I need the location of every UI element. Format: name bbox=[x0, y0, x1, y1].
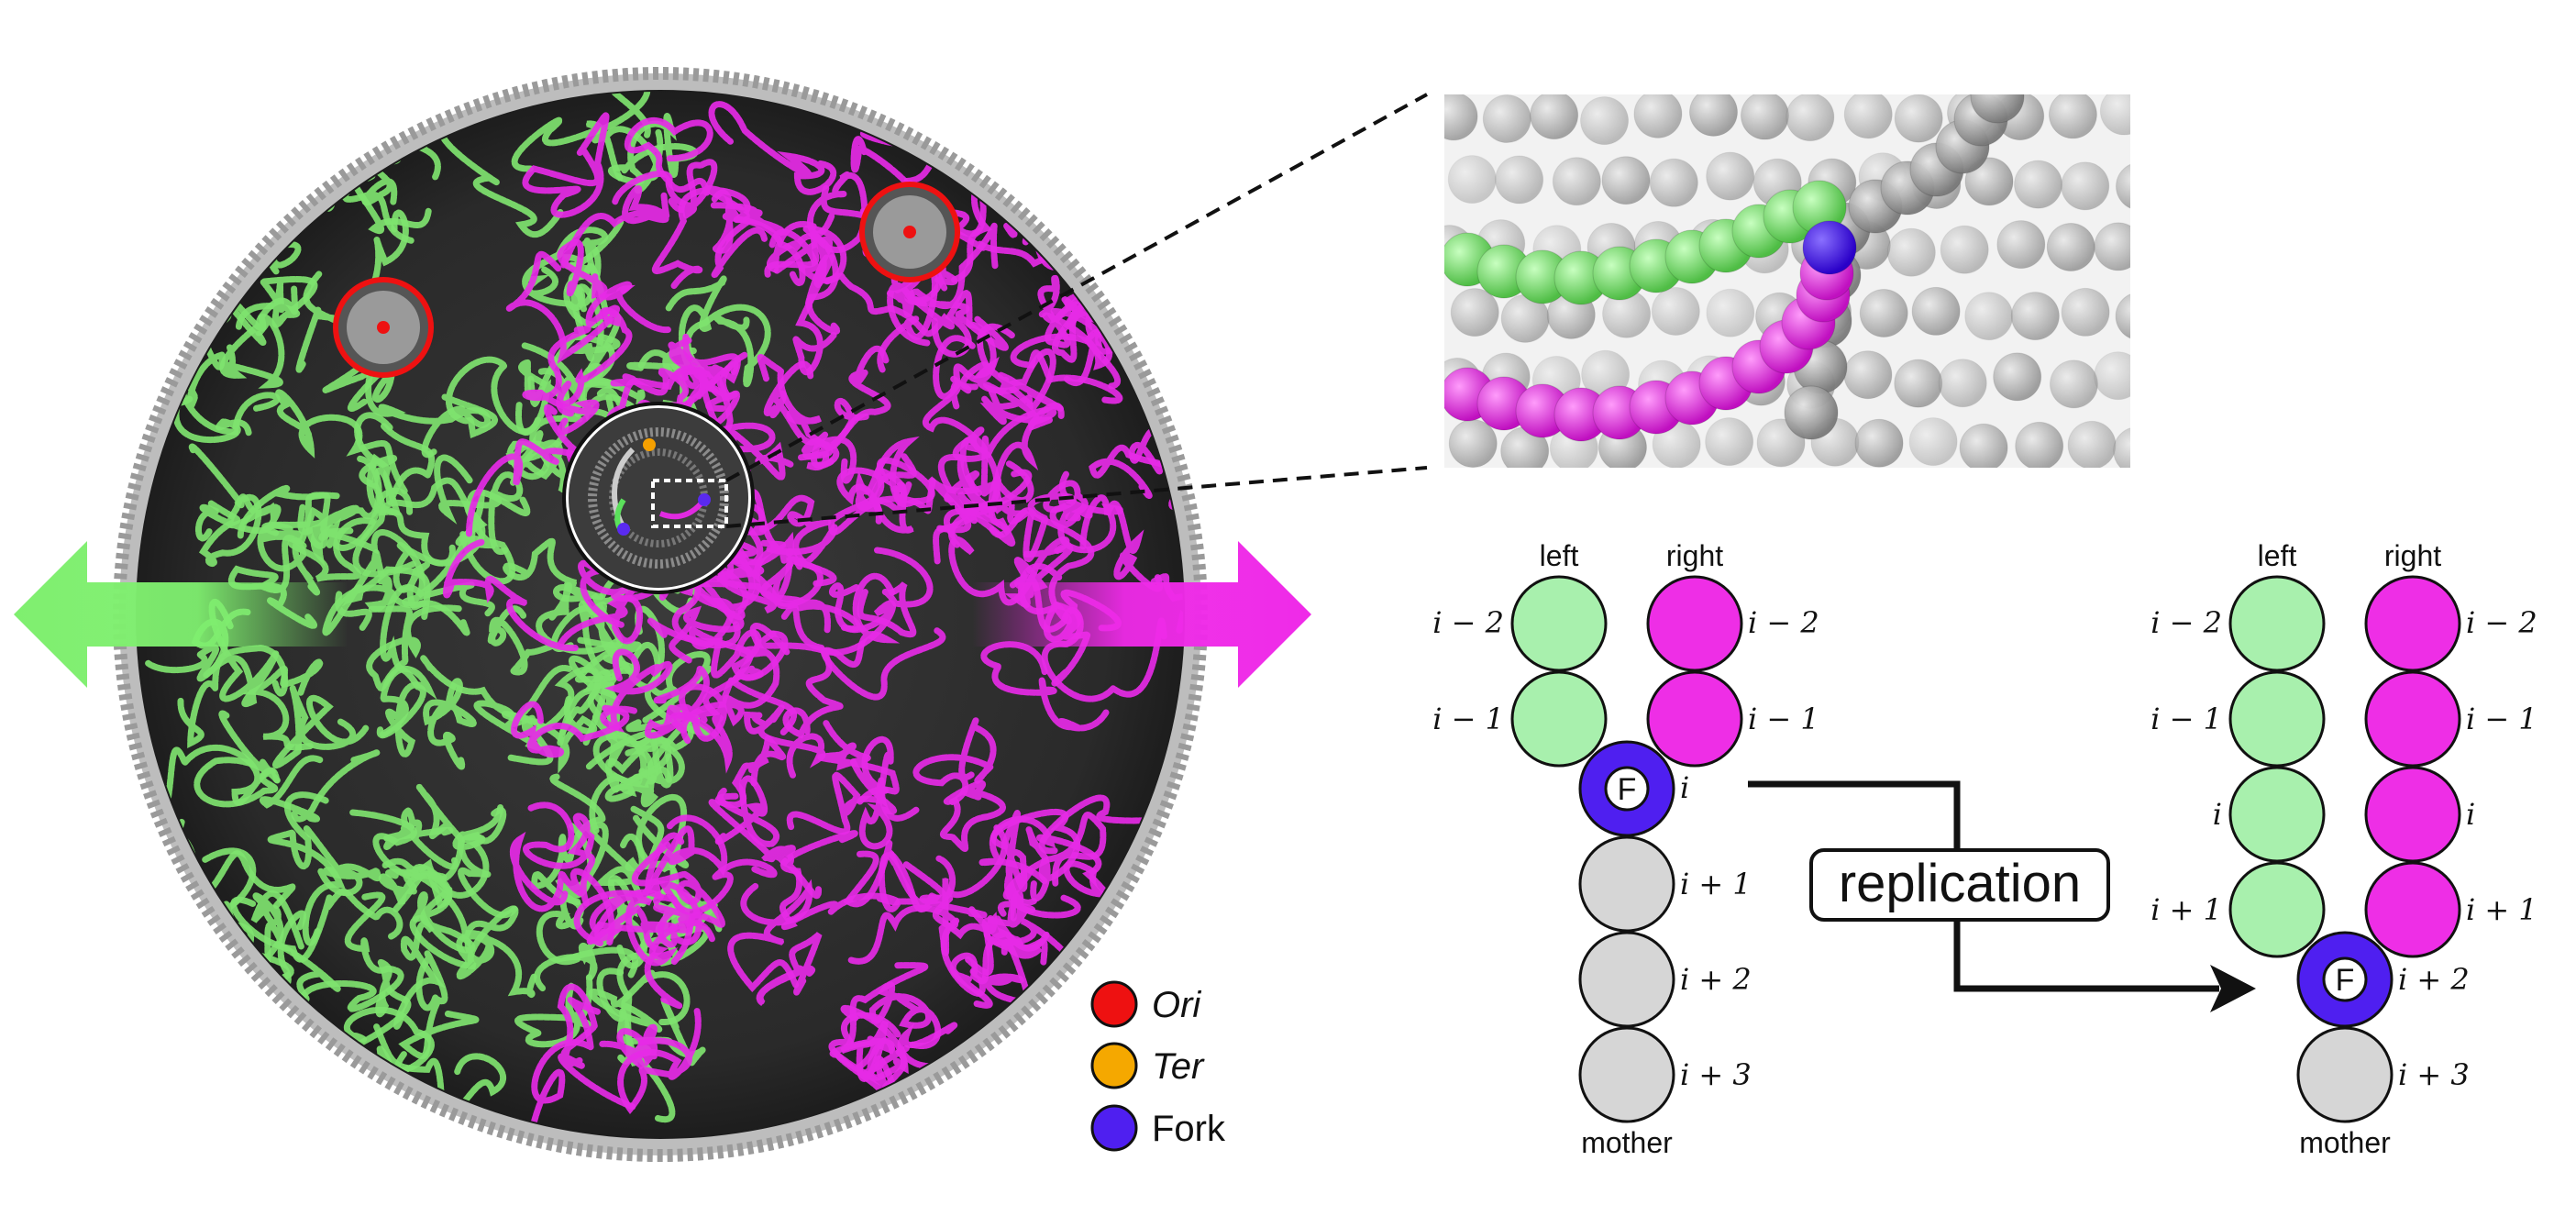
legend-ori-label: Ori bbox=[1152, 985, 1201, 1025]
fork-dot-left bbox=[617, 523, 630, 536]
before-mother-label: mother bbox=[1581, 1126, 1673, 1159]
after-left-index: i − 2 bbox=[2150, 605, 2222, 640]
legend: Ori Ter Fork bbox=[1090, 980, 1226, 1152]
after-left-bead bbox=[2228, 670, 2326, 768]
after-right-index: i − 1 bbox=[2466, 702, 2537, 736]
arrow-left-icon bbox=[14, 541, 348, 688]
before-left-index: i − 2 bbox=[1432, 605, 1504, 640]
before-right-bead bbox=[1646, 575, 1743, 672]
after-right-index: i − 2 bbox=[2466, 605, 2537, 640]
after-right-index: i bbox=[2466, 797, 2475, 832]
after-right-bead bbox=[2364, 861, 2461, 958]
before-fork-core bbox=[1604, 766, 1650, 812]
zoom-line-bottom bbox=[725, 466, 1428, 528]
after-left-index: i − 1 bbox=[2150, 702, 2222, 736]
legend-fork-swatch bbox=[1090, 1104, 1138, 1152]
after-right-bead bbox=[2364, 670, 2461, 768]
before-right-bead bbox=[1646, 670, 1743, 768]
arrow-head-icon bbox=[2210, 965, 2256, 1012]
after-left-index: i + 1 bbox=[2150, 892, 2222, 927]
before-mother-index: i + 2 bbox=[1680, 962, 1752, 997]
before-mother-bead bbox=[1578, 1026, 1675, 1123]
before-right-index: i − 2 bbox=[1748, 605, 1819, 640]
before-mother-index: i + 3 bbox=[1680, 1057, 1752, 1092]
schematic-after: left right F i − 2 i − 1 i i + 1 i − 2 i… bbox=[2150, 539, 2537, 1159]
after-fork-label: F bbox=[2336, 963, 2355, 998]
before-right-label: right bbox=[1666, 539, 1723, 572]
after-mother-label: mother bbox=[2299, 1126, 2391, 1159]
after-right-index: i + 1 bbox=[2466, 892, 2537, 927]
ori-marker-right bbox=[859, 182, 960, 282]
legend-ter-swatch bbox=[1090, 1042, 1138, 1089]
after-right-bead bbox=[2364, 766, 2461, 863]
after-mother-bead bbox=[2296, 1026, 2394, 1123]
after-right-bead bbox=[2364, 575, 2461, 672]
fork-dot-right bbox=[698, 493, 711, 506]
before-left-bead bbox=[1510, 670, 1608, 768]
zoom-line-top bbox=[725, 93, 1428, 482]
ter-dot bbox=[643, 438, 656, 451]
after-mother-index: i + 3 bbox=[2398, 1057, 2470, 1092]
fork-inset bbox=[562, 402, 755, 594]
after-left-label: left bbox=[2258, 539, 2297, 572]
legend-fork-label: Fork bbox=[1152, 1109, 1226, 1149]
before-mother-index: i + 1 bbox=[1680, 867, 1752, 901]
after-fork-index: i + 2 bbox=[2398, 962, 2470, 997]
after-left-bead bbox=[2228, 575, 2326, 672]
replication-label: replication bbox=[1839, 854, 2081, 913]
before-left-label: left bbox=[1540, 539, 1579, 572]
before-left-bead bbox=[1510, 575, 1608, 672]
arrow-right-icon bbox=[972, 541, 1311, 688]
legend-ori-swatch bbox=[1090, 980, 1138, 1028]
after-left-bead bbox=[2228, 861, 2326, 958]
before-right-index: i − 1 bbox=[1748, 702, 1819, 736]
after-left-bead bbox=[2228, 766, 2326, 863]
after-left-index: i bbox=[2213, 797, 2222, 832]
after-fork-core bbox=[2322, 956, 2368, 1002]
after-right-label: right bbox=[2384, 539, 2441, 572]
zoom-panel bbox=[1444, 94, 2130, 468]
legend-ter-label: Ter bbox=[1152, 1046, 1205, 1087]
zoom-region-box bbox=[651, 479, 728, 528]
schematic-before: left right F i − 2 i − 1 i − 2 i − 1 i i… bbox=[1432, 539, 1819, 1159]
before-left-index: i − 1 bbox=[1432, 702, 1504, 736]
before-mother-bead bbox=[1578, 835, 1675, 933]
before-mother-bead bbox=[1578, 931, 1675, 1028]
replication-box bbox=[1809, 848, 2110, 922]
before-fork-index: i bbox=[1680, 770, 1689, 805]
replication-arrow: replication bbox=[1748, 780, 2256, 1012]
before-fork-label: F bbox=[1618, 772, 1637, 807]
ori-marker-left bbox=[333, 277, 434, 378]
